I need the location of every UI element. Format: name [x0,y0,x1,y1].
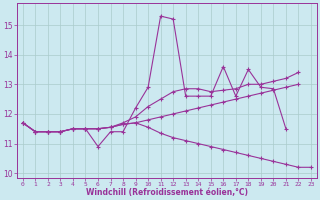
X-axis label: Windchill (Refroidissement éolien,°C): Windchill (Refroidissement éolien,°C) [86,188,248,197]
